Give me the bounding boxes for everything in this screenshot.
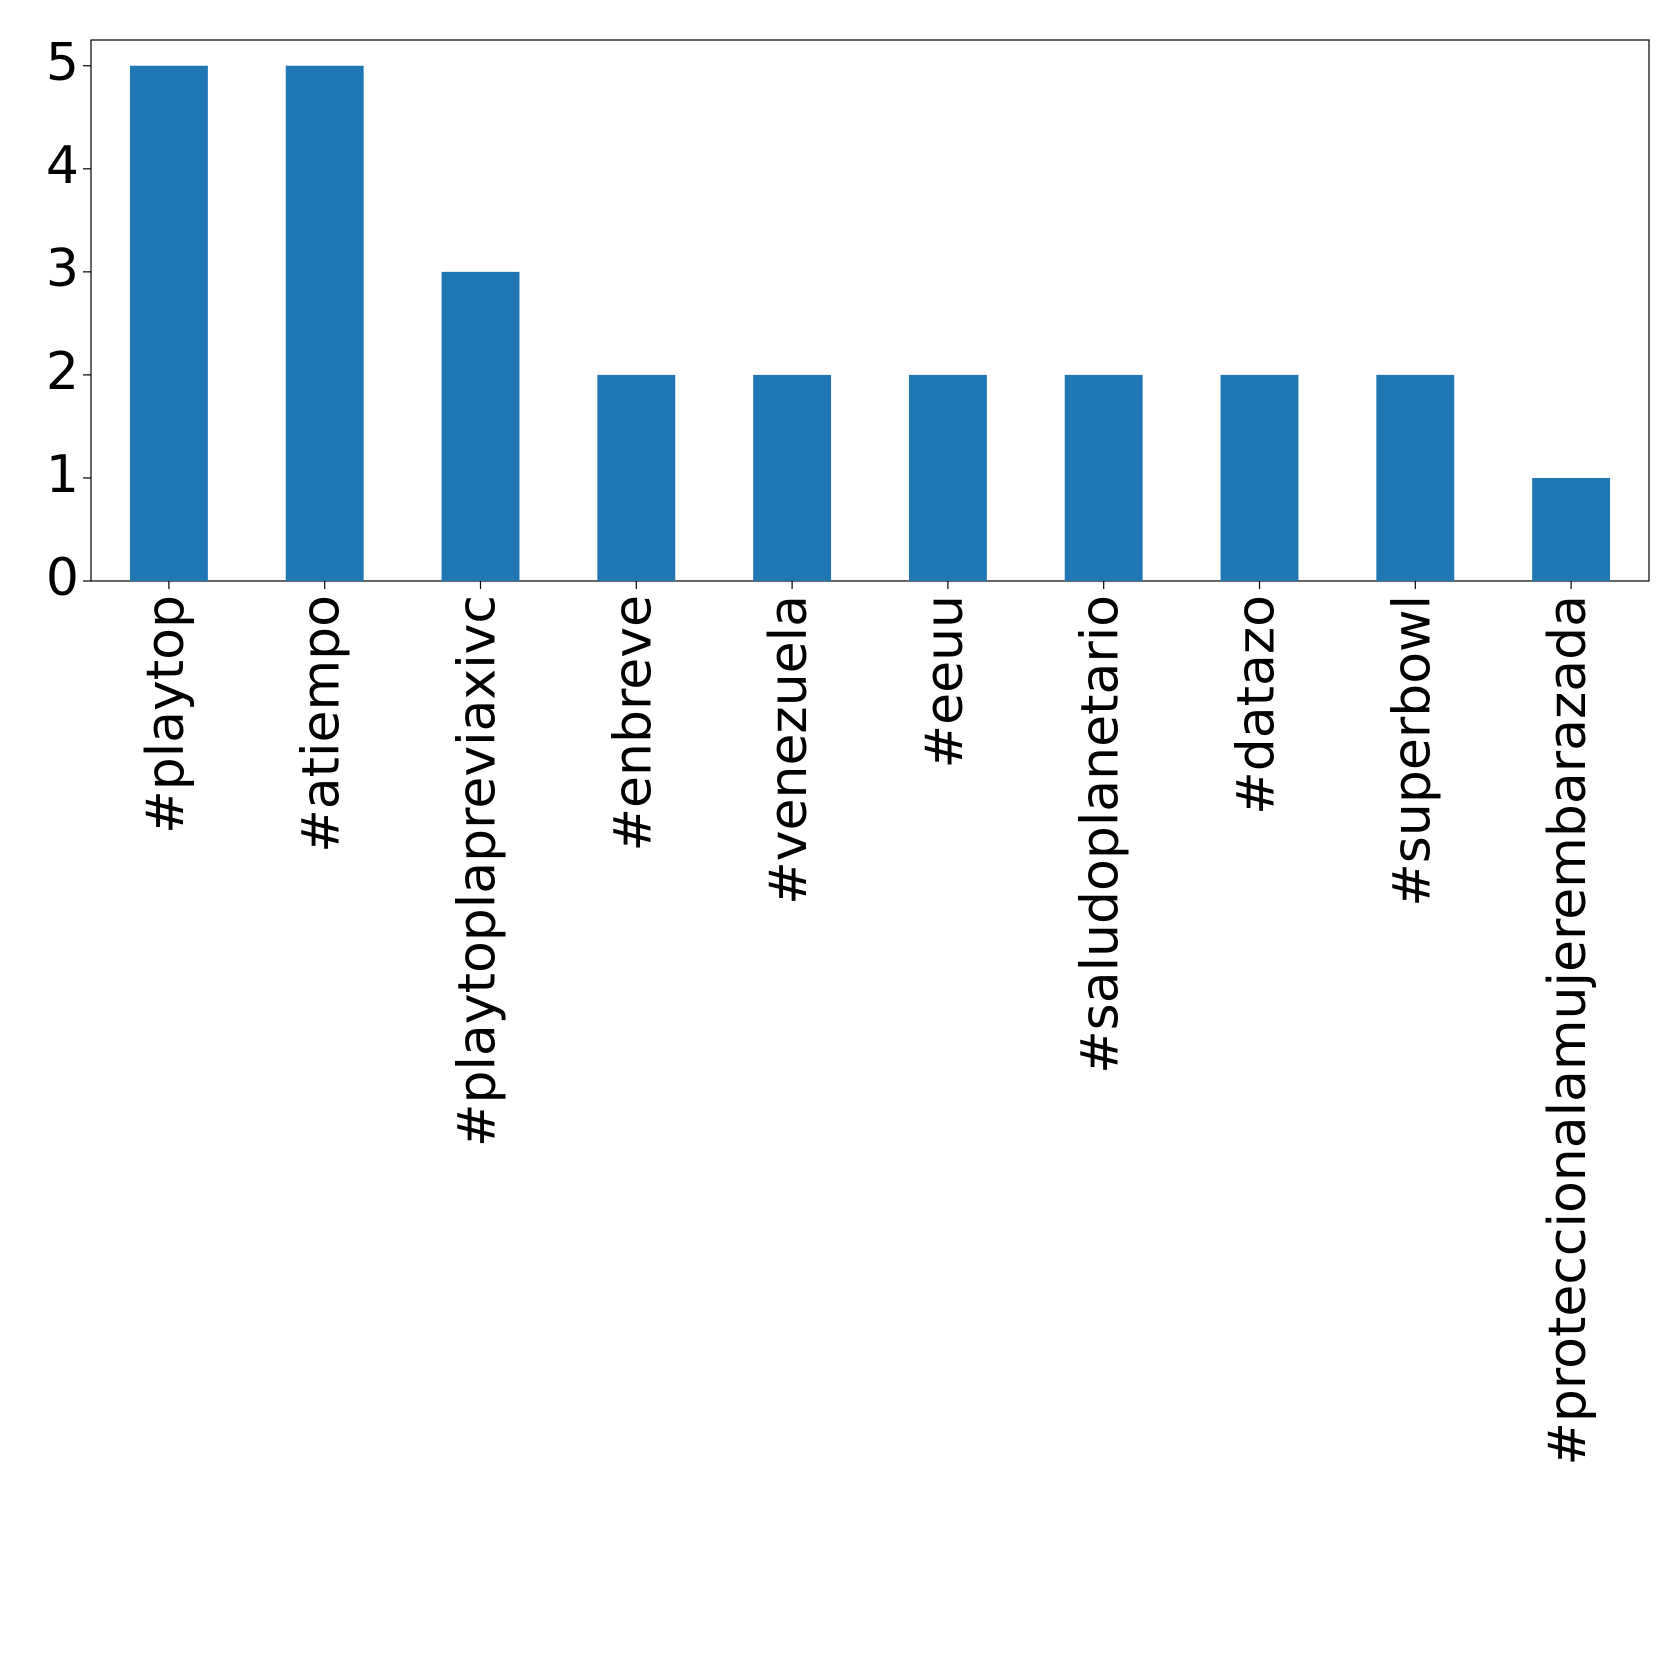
x-tick-label: #superbowl <box>1382 595 1442 907</box>
x-tick-label: #atiempo <box>292 595 352 853</box>
y-tick-label: 3 <box>46 239 79 299</box>
x-tick-label: #saludoplanetario <box>1071 595 1131 1074</box>
bar <box>129 65 208 581</box>
y-tick-label: 2 <box>46 342 79 402</box>
y-tick-label: 4 <box>46 136 79 196</box>
bar <box>285 65 364 581</box>
x-tick-label: #eeuu <box>915 595 975 768</box>
x-tick-label: #datazo <box>1227 595 1287 815</box>
y-tick-label: 1 <box>46 445 79 505</box>
x-tick-label: #enbreve <box>603 595 663 852</box>
bar <box>597 374 676 581</box>
bar <box>908 374 987 581</box>
y-tick-label: 5 <box>46 33 79 93</box>
plot-frame <box>90 39 1650 582</box>
y-tick-label: 0 <box>46 548 79 608</box>
bar <box>1220 374 1299 581</box>
x-tick-label: #venezuela <box>759 595 819 905</box>
bar <box>1532 477 1611 581</box>
bar <box>753 374 832 581</box>
bar <box>1376 374 1455 581</box>
x-tick-label: #playtoplapreviaxivc <box>448 595 508 1147</box>
x-tick-label: #playtop <box>136 595 196 834</box>
bar <box>1064 374 1143 581</box>
x-tick-label: #proteccionalamujerembarazada <box>1538 595 1598 1466</box>
bar <box>441 271 520 581</box>
